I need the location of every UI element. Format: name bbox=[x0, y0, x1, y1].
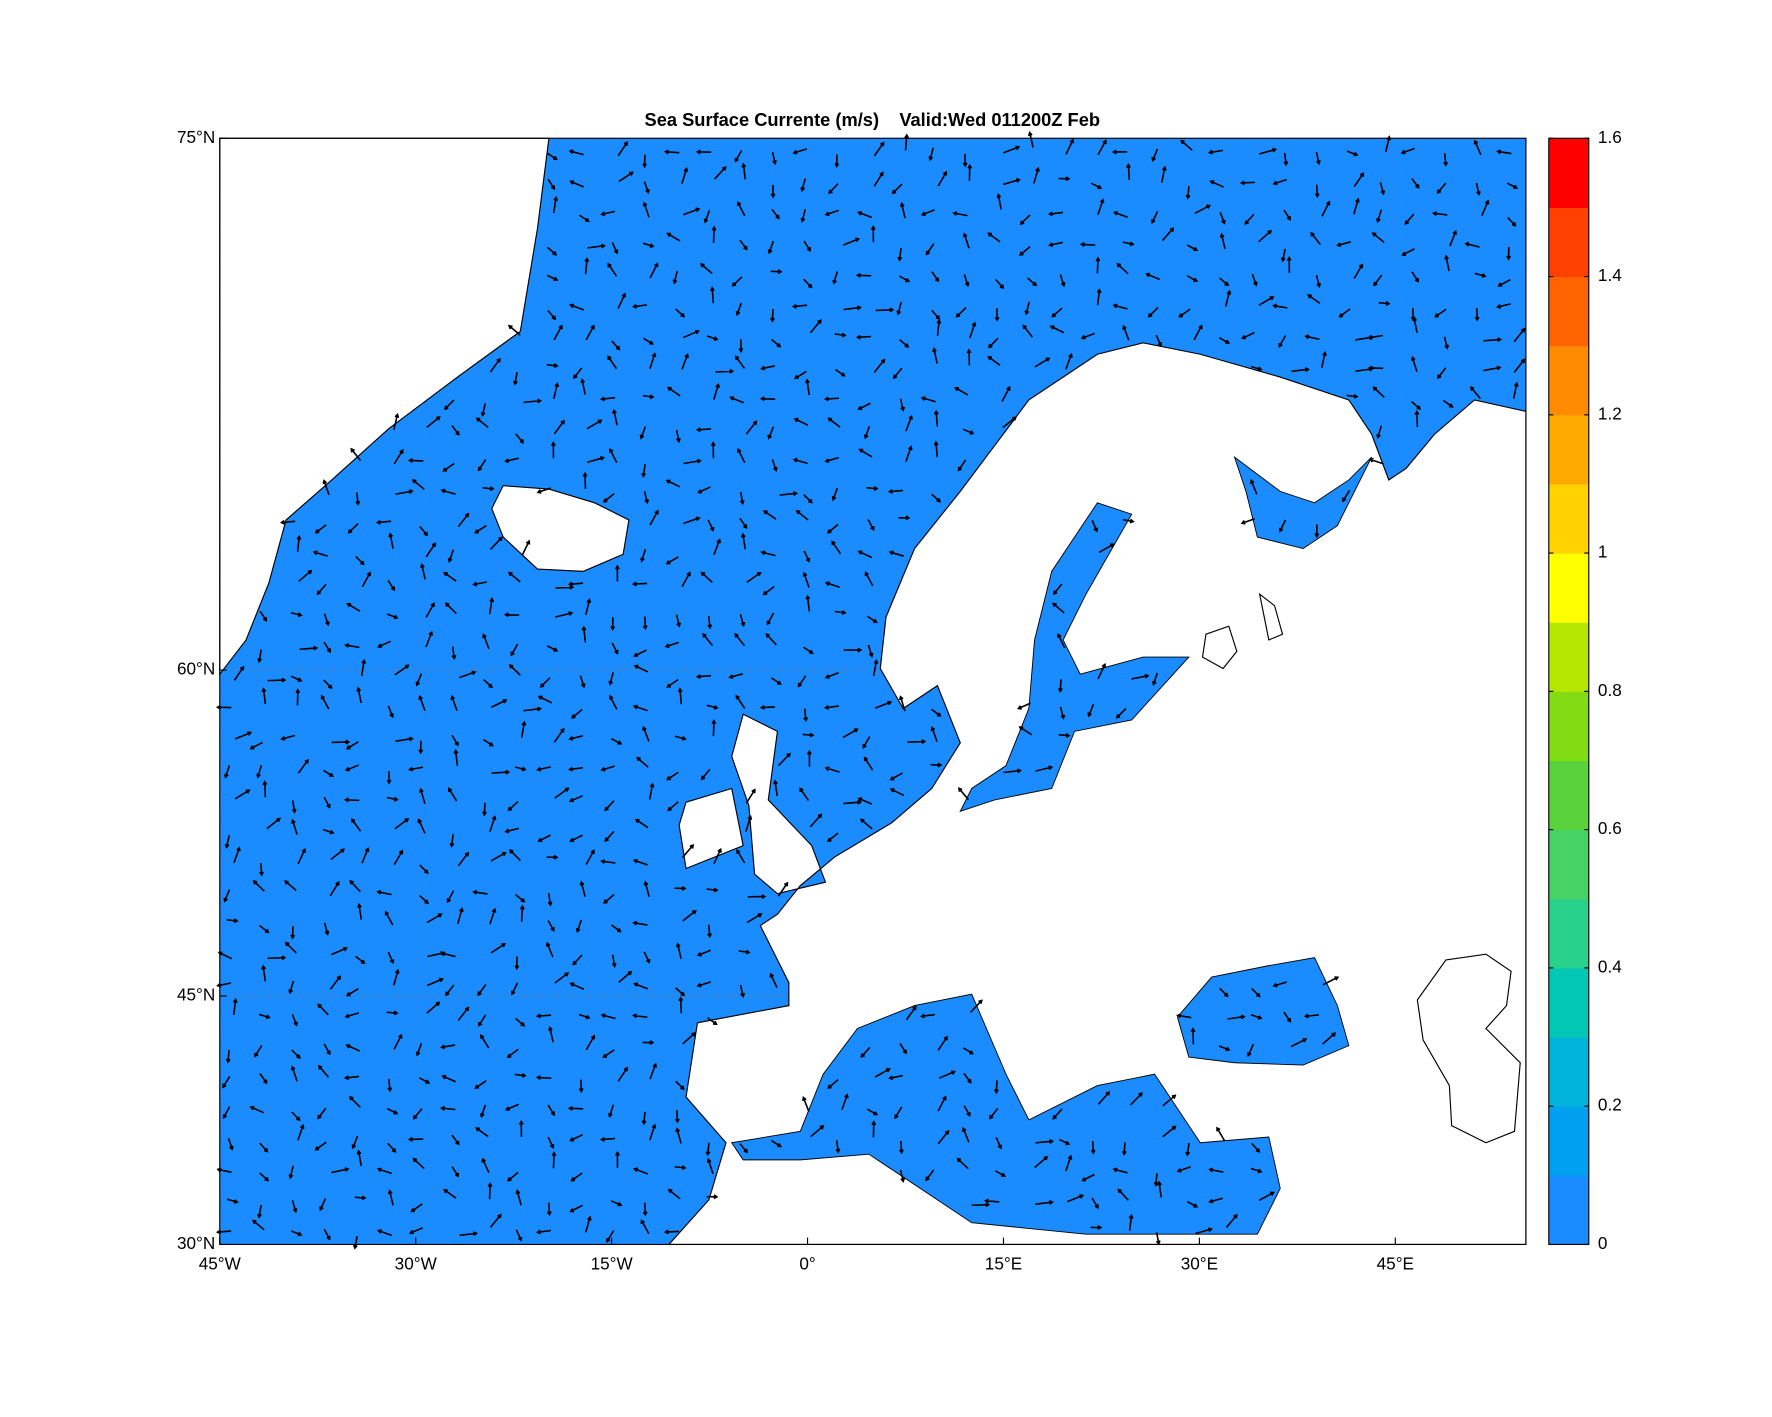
y-tick-label: 30°N bbox=[177, 1233, 215, 1253]
colorbar-tick-label: 1 bbox=[1598, 542, 1608, 562]
colorbar-segment bbox=[1548, 483, 1589, 554]
colorbar-segment bbox=[1548, 207, 1589, 278]
colorbar-tick-label: 1.4 bbox=[1598, 265, 1622, 285]
colorbar-tick-label: 0.8 bbox=[1598, 680, 1622, 700]
colorbar-segment bbox=[1548, 967, 1589, 1038]
caspian-outline bbox=[1201, 592, 1521, 1144]
colorbar-segment bbox=[1548, 760, 1589, 831]
map-frame bbox=[219, 137, 1527, 1246]
current-arrows bbox=[215, 131, 1526, 1250]
colorbar-tick-label: 0 bbox=[1598, 1233, 1608, 1253]
y-tick-label: 60°N bbox=[177, 659, 215, 679]
x-tick-label: 30°W bbox=[395, 1254, 438, 1274]
arrow-field bbox=[215, 131, 1526, 1250]
colorbar-segment bbox=[1548, 1175, 1589, 1246]
colorbar-segment bbox=[1548, 1106, 1589, 1176]
colorbar-segment bbox=[1548, 691, 1589, 762]
y-tick-label: 75°N bbox=[177, 127, 215, 147]
colorbar-segment bbox=[1548, 1037, 1589, 1107]
colorbar-segment bbox=[1548, 553, 1589, 623]
colorbar: 0 0.2 0.4 0.6 0.8 1 1.2 1.4 1.6 bbox=[1548, 127, 1622, 1253]
colorbar-segment bbox=[1548, 898, 1589, 969]
colorbar-segment bbox=[1548, 138, 1589, 208]
colorbar-tick-label: 0.2 bbox=[1598, 1095, 1622, 1115]
colorbar-tick-label: 1.2 bbox=[1598, 403, 1622, 423]
map-title: Sea Surface Currente (m/s) Valid:Wed 011… bbox=[645, 109, 1100, 130]
inland-seas bbox=[730, 455, 1373, 1235]
x-tick-label: 30°E bbox=[1181, 1254, 1218, 1274]
colorbar-segment bbox=[1548, 622, 1589, 692]
y-tick-label: 45°N bbox=[177, 984, 215, 1004]
x-tick-label: 15°W bbox=[591, 1254, 634, 1274]
x-tick-label: 0° bbox=[799, 1254, 815, 1274]
colorbar-tick-label: 0.6 bbox=[1598, 818, 1622, 838]
colorbar-tick-label: 0.4 bbox=[1598, 956, 1622, 976]
land bbox=[219, 137, 1527, 1246]
colorbar-segment bbox=[1548, 345, 1589, 416]
colorbar-tick-label: 1.6 bbox=[1598, 127, 1622, 147]
axis-labels: 45°W 30°W 15°W 0° 15°E 30°E 45°E 30°N 45°N 60°N 75… bbox=[177, 127, 1414, 1274]
x-tick-label: 15°E bbox=[985, 1254, 1022, 1274]
x-tick-label: 45°W bbox=[199, 1254, 242, 1274]
colorbar-segment bbox=[1548, 276, 1589, 347]
colorbar-segment bbox=[1548, 829, 1589, 900]
colorbar-segment bbox=[1548, 414, 1589, 485]
x-tick-label: 45°E bbox=[1377, 1254, 1414, 1274]
